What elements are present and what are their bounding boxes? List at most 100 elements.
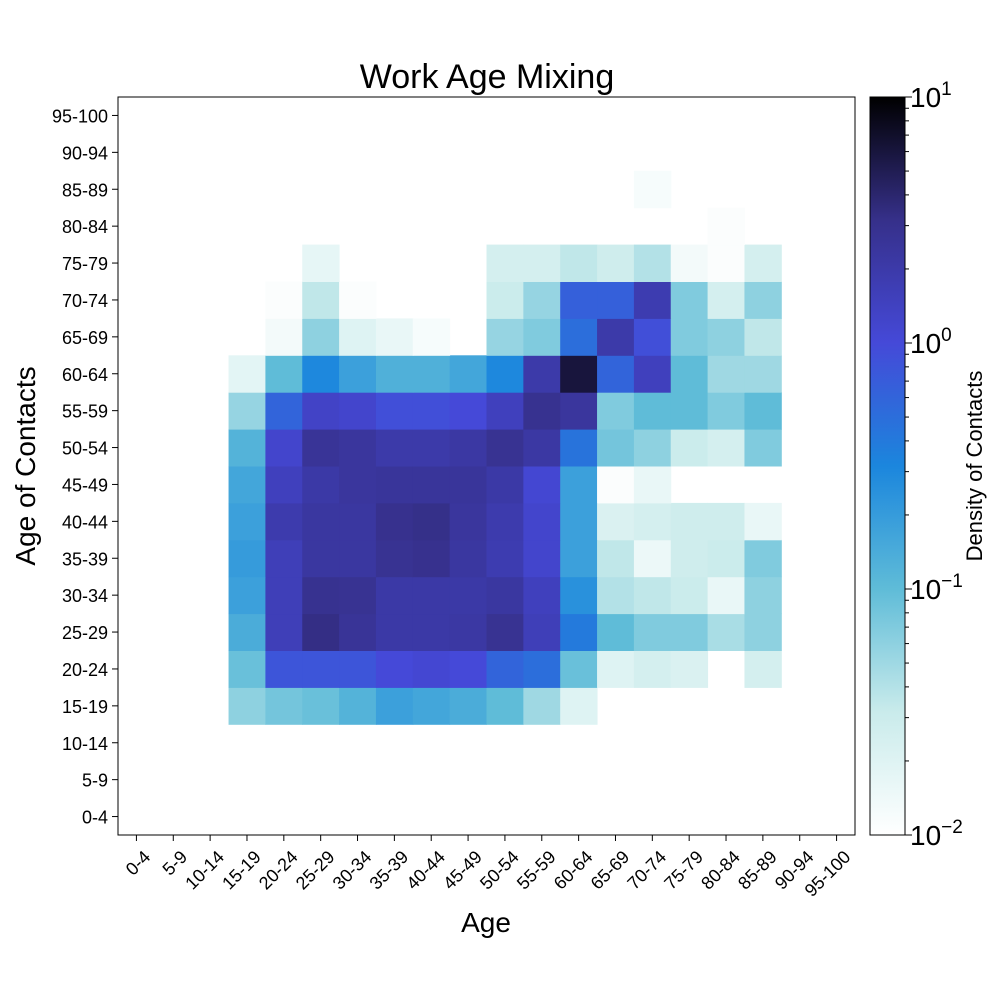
heatmap-cell <box>597 466 635 504</box>
heatmap-cell <box>523 539 561 578</box>
heatmap-cell <box>302 318 340 356</box>
heatmap-cell <box>560 539 598 578</box>
heatmap-cell <box>375 576 414 615</box>
x-tick-label: 35-39 <box>366 847 413 894</box>
y-tick-label: 10-14 <box>62 734 108 754</box>
x-tick-label: 50-54 <box>476 847 523 894</box>
heatmap-cell <box>523 466 561 504</box>
x-tick-label: 20-24 <box>255 847 302 894</box>
y-tick-label: 80-84 <box>62 217 108 237</box>
heatmap-cell <box>228 576 266 615</box>
heatmap-cell <box>707 429 745 467</box>
heatmap-cell <box>633 466 672 504</box>
y-tick-label: 35-39 <box>62 549 108 569</box>
heatmap-cell <box>339 466 377 504</box>
heatmap-cell <box>597 650 635 688</box>
heatmap-cell <box>707 244 745 282</box>
chart-title: Work Age Mixing <box>360 58 614 96</box>
heatmap-cell <box>523 244 561 282</box>
heatmap-cell <box>597 244 635 282</box>
heatmap-cells <box>228 170 782 725</box>
heatmap-cell <box>560 244 598 282</box>
heatmap-cell <box>486 576 524 615</box>
y-tick-label: 30-34 <box>62 586 108 606</box>
heatmap-cell <box>597 613 635 651</box>
heatmap-cell <box>523 613 561 651</box>
heatmap-cell <box>339 613 377 651</box>
y-tick-label: 85-89 <box>62 180 108 200</box>
heatmap-cell <box>412 687 451 725</box>
heatmap-cell <box>560 613 598 651</box>
heatmap-cell <box>744 502 782 541</box>
heatmap-cell <box>375 355 414 393</box>
heatmap-cell <box>265 466 303 504</box>
x-tick-label: 40-44 <box>402 847 449 894</box>
y-tick-label: 90-94 <box>62 143 108 163</box>
heatmap-cell <box>744 318 782 356</box>
heatmap-cell <box>449 429 487 467</box>
x-tick-label: 15-19 <box>218 847 265 894</box>
heatmap-cell <box>744 650 782 688</box>
heatmap-cell <box>265 539 303 578</box>
heatmap-cell <box>375 429 414 467</box>
heatmap-cell <box>449 502 487 541</box>
heatmap-cell <box>670 613 709 651</box>
heatmap-cell <box>228 392 266 430</box>
heatmap-cell <box>633 244 672 282</box>
heatmap-cell <box>412 355 451 393</box>
heatmap-cell <box>633 576 672 615</box>
heatmap-cell <box>486 281 524 319</box>
heatmap-cell <box>375 466 414 504</box>
heatmap-cell <box>339 392 377 430</box>
heatmap-cell <box>228 502 266 541</box>
x-tick-label: 0-4 <box>122 847 155 880</box>
x-axis-ticks: 0-4 5-910-1415-1920-2425-2930-3435-3940-4… <box>122 835 854 901</box>
heatmap-cell <box>449 576 487 615</box>
heatmap-cell <box>597 355 635 393</box>
heatmap-cell <box>449 392 487 430</box>
heatmap-cell <box>302 466 340 504</box>
heatmap-cell <box>744 392 782 430</box>
heatmap-cell <box>412 650 451 688</box>
heatmap-cell <box>449 687 487 725</box>
heatmap-cell <box>265 355 303 393</box>
x-tick-label: 75-79 <box>660 847 707 894</box>
heatmap-cell <box>744 281 782 319</box>
heatmap-cell <box>228 466 266 504</box>
heatmap-cell <box>265 502 303 541</box>
heatmap-cell <box>597 502 635 541</box>
heatmap-cell <box>560 429 598 467</box>
x-axis-label: Age <box>461 907 511 938</box>
heatmap-cell <box>597 392 635 430</box>
colorbar-ticks: 10−2 10−1 100 101 <box>905 79 963 851</box>
y-tick-label: 45-49 <box>62 475 108 495</box>
heatmap-cell <box>523 392 561 430</box>
y-tick-label: 70-74 <box>62 291 108 311</box>
heatmap-cell <box>302 650 340 688</box>
heatmap-cell <box>302 355 340 393</box>
heatmap-cell <box>670 576 709 615</box>
heatmap-cell <box>523 318 561 356</box>
heatmap-cell <box>412 392 451 430</box>
heatmap-cell <box>375 502 414 541</box>
heatmap-cell <box>375 650 414 688</box>
x-tick-label: 80-84 <box>697 847 744 894</box>
heatmap-cell <box>670 650 709 688</box>
heatmap-cell <box>633 650 672 688</box>
heatmap-cell <box>265 687 303 725</box>
heatmap-cell <box>707 539 745 578</box>
heatmap-cell <box>707 502 745 541</box>
heatmap-cell <box>560 576 598 615</box>
heatmap-cell <box>228 429 266 467</box>
x-tick-label: 65-69 <box>587 847 634 894</box>
heatmap-cell <box>744 539 782 578</box>
heatmap-cell <box>560 355 598 393</box>
heatmap-cell <box>523 281 561 319</box>
heatmap-cell <box>339 502 377 541</box>
heatmap-cell <box>560 650 598 688</box>
y-tick-label: 65-69 <box>62 328 108 348</box>
heatmap-cell <box>486 466 524 504</box>
heatmap-cell <box>560 502 598 541</box>
heatmap-cell <box>670 355 709 393</box>
heatmap-cell <box>633 318 672 356</box>
